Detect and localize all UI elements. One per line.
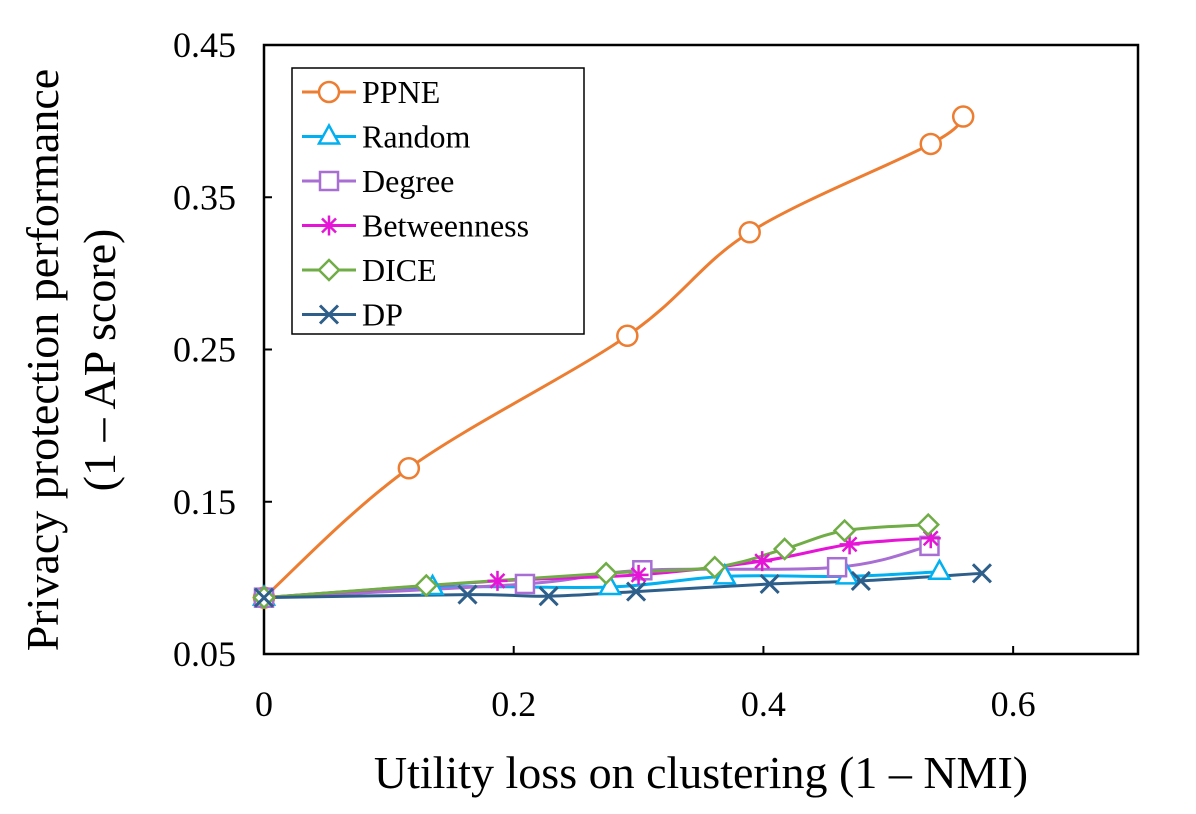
data-point-dp [971,563,992,584]
legend-item-degree: Degree [302,163,454,199]
legend-item-betweenness: Betweenness [302,208,529,244]
data-point-dp [850,570,871,591]
y-axis-label-line1: Privacy protection performance [17,69,68,651]
data-point-random [927,558,952,581]
data-point-betweenness [628,564,649,585]
data-point-dp [253,587,275,608]
series-points-dp [253,563,992,608]
legend-box [291,67,585,335]
series-line-ppne [263,115,965,599]
data-point-dp [626,581,647,602]
x-tick-label: 0.4 [741,684,786,724]
data-point-betweenness [487,570,508,591]
legend-item-random: Random [302,119,471,155]
legend-item-dp: DP [302,297,403,333]
legend-label-ppne: PPNE [362,74,440,110]
legend: PPNE Random Degree Betweenness DICE DP [291,67,585,335]
data-point-dp [538,586,559,607]
data-point-ppne [738,221,761,244]
legend-item-ppne: PPNE [302,74,440,110]
data-point-betweenness [839,534,860,555]
legend-item-dice: DICE [302,252,437,288]
x-tick-label: 0 [255,684,273,724]
y-tick-label: 0.45 [173,25,236,65]
y-tick-label: 0.25 [173,330,236,370]
series-ppne [263,115,965,599]
data-point-ppne [951,105,975,128]
data-point-degree [514,573,536,595]
data-point-ppne [616,324,639,348]
series-points-ppne [252,105,975,609]
legend-marker-dp [318,304,340,325]
data-point-random [712,562,737,585]
legend-marker-degree [318,170,340,192]
x-tick-label: 0.6 [991,684,1036,724]
legend-marker-ppne [317,80,341,104]
data-point-dice [916,512,941,537]
legend-label-random: Random [362,119,471,155]
legend-label-degree: Degree [362,163,454,199]
legend-label-dice: DICE [362,252,437,288]
data-point-betweenness [752,551,773,572]
data-point-betweenness [920,528,941,549]
legend-marker-dice [317,258,341,282]
y-tick-label: 0.15 [173,482,236,522]
y-axis-label-line2: (1 – AP score) [74,229,125,492]
data-point-dice [772,537,797,561]
legend-label-betweenness: Betweenness [362,208,529,244]
legend-marker-betweenness [319,215,339,236]
tick-layer: 0 0.2 0.4 0.6 0.05 0.15 0.25 0.35 0.45 [173,25,1036,724]
series-layer [251,105,992,610]
data-point-dice [594,561,618,586]
data-point-ppne [919,132,942,156]
y-tick-label: 0.35 [173,177,236,217]
legend-marker-random [316,122,342,145]
legend-label-dp: DP [362,297,403,333]
data-point-dice [702,555,727,579]
y-tick-label: 0.05 [173,634,236,674]
data-point-dp [457,584,478,605]
data-point-dice [832,518,857,543]
x-axis-label: Utility loss on clustering (1 – NMI) [374,747,1028,798]
data-point-dp [759,573,780,595]
data-point-dice [414,573,439,598]
data-point-random [597,573,622,596]
data-point-ppne [397,457,421,480]
data-point-degree [826,556,848,578]
x-tick-label: 0.2 [491,684,536,724]
